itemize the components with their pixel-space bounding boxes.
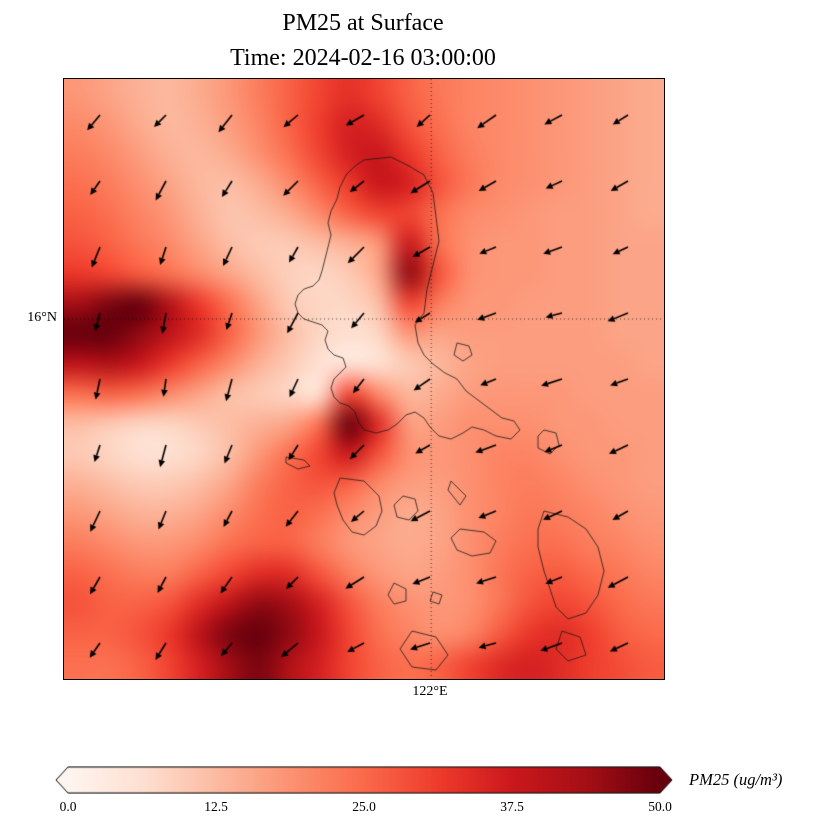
colorbar-label: PM25 (ug/m³) — [689, 770, 783, 789]
colorbar-tick: 37.5 — [500, 799, 524, 814]
y-tick-label-16n: 16°N — [27, 310, 57, 325]
colorbar-tick-labels: 0.0 12.5 25.0 37.5 50.0 — [55, 799, 673, 817]
title-line-2: Time: 2024-02-16 03:00:00 — [230, 45, 496, 71]
colorbar-tick: 0.0 — [59, 799, 77, 814]
colorbar-canvas — [55, 766, 673, 794]
x-tick-label-122e: 122°E — [412, 684, 448, 699]
map-axes — [63, 78, 665, 680]
plot-title: PM25 at Surface Time: 2024-02-16 03:00:0… — [63, 6, 663, 76]
colorbar-tick: 25.0 — [352, 799, 376, 814]
colorbar — [55, 766, 673, 794]
colorbar-tick: 50.0 — [648, 799, 672, 814]
title-line-1: PM25 at Surface — [282, 10, 444, 36]
pm25-heatmap-canvas — [64, 79, 664, 679]
colorbar-tick: 12.5 — [204, 799, 228, 814]
